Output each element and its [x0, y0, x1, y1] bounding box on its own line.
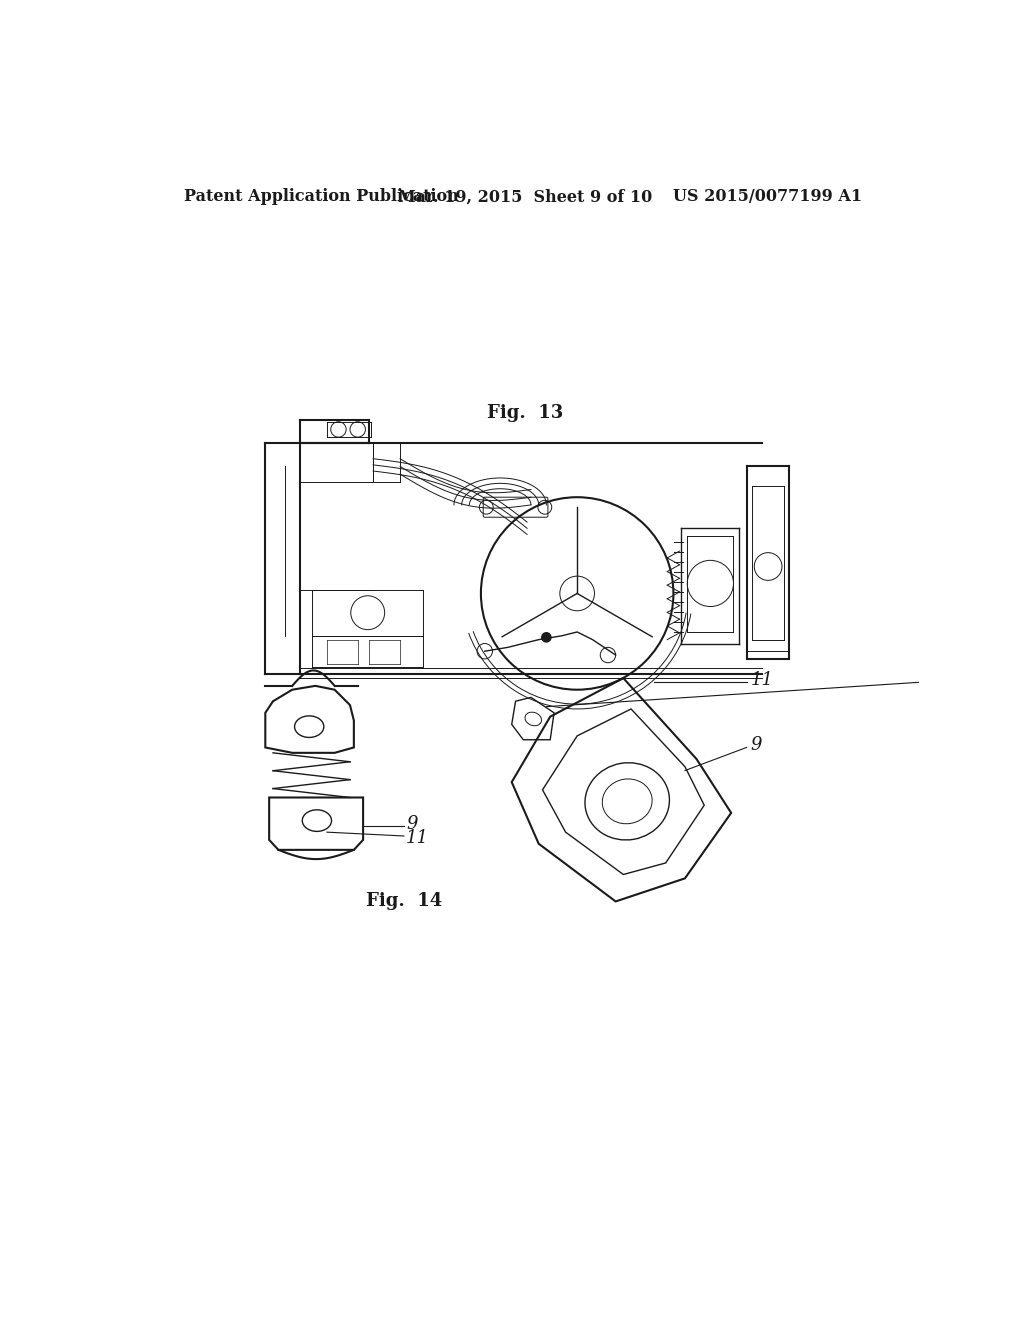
Circle shape	[542, 632, 551, 642]
Text: Fig.  14: Fig. 14	[366, 892, 442, 911]
Text: 11: 11	[407, 829, 429, 846]
Text: 9: 9	[407, 814, 418, 833]
Text: 9: 9	[751, 737, 762, 754]
Text: Fig.  13: Fig. 13	[486, 404, 563, 421]
Text: Patent Application Publication: Patent Application Publication	[184, 189, 459, 206]
Text: Mar. 19, 2015  Sheet 9 of 10: Mar. 19, 2015 Sheet 9 of 10	[397, 189, 652, 206]
Text: US 2015/0077199 A1: US 2015/0077199 A1	[673, 189, 862, 206]
Text: 11: 11	[751, 671, 773, 689]
